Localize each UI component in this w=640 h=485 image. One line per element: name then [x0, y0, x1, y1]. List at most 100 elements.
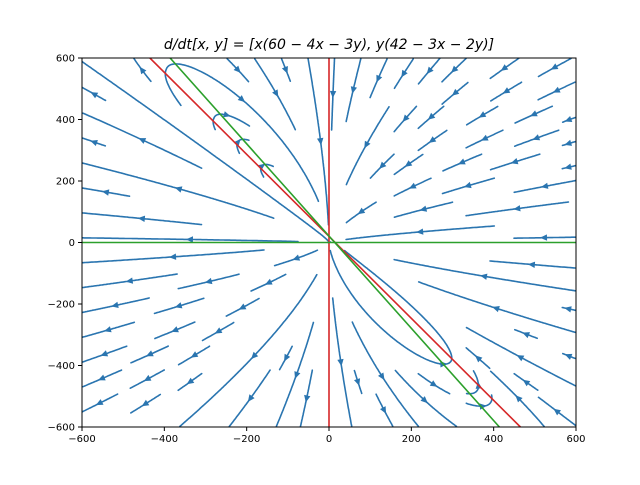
streamline-arrow [111, 301, 119, 308]
streamline-arrow [233, 65, 241, 73]
streamline-arrow [552, 86, 561, 93]
streamline-arrow [478, 111, 487, 118]
streamline-arrow [479, 403, 487, 410]
streamline-arrow [90, 92, 99, 99]
streamline-arrow [513, 205, 521, 212]
streamline-arrow [104, 326, 112, 333]
streamline-arrow [420, 396, 428, 404]
streamline-arrow [100, 350, 109, 357]
streamline-arrow [125, 277, 134, 284]
x-tick-label: −600 [68, 434, 95, 445]
streamline-arrow [553, 408, 561, 416]
streamline-arrow [408, 182, 417, 189]
y-tick-label: −400 [48, 361, 75, 372]
y-tick-label: 400 [56, 115, 75, 126]
streamline-arrow [139, 66, 147, 75]
nullclines [82, 58, 576, 427]
streamline-arrow [257, 163, 266, 171]
x-axis-ticks: −600 −400 −200 0 200 400 600 [68, 427, 586, 445]
streamline-arrow [540, 234, 548, 241]
x-tick-label: 400 [484, 434, 503, 445]
streamline-arrow [475, 355, 483, 363]
streamline [179, 273, 318, 427]
streamline-arrow [238, 303, 247, 310]
nullcline-line [169, 58, 500, 427]
streamline-arrow [378, 372, 385, 381]
x-tick-label: 200 [402, 434, 421, 445]
streamline-arrow [95, 399, 104, 406]
streamline-arrow [564, 163, 572, 170]
streamline-arrow [419, 205, 428, 212]
streamline-arrow [294, 371, 301, 379]
streamline-arrow [426, 66, 434, 74]
streamline [164, 63, 320, 203]
streamline-arrow [451, 88, 460, 96]
y-tick-label: −200 [48, 300, 75, 311]
streamline-arrow [174, 302, 183, 309]
streamline-arrow [146, 350, 154, 357]
streamline-arrow [237, 95, 246, 103]
streamline-arrow [364, 140, 371, 149]
streamline-arrow [380, 406, 387, 414]
y-tick-label: 200 [56, 177, 75, 188]
streamline-arrow [502, 87, 511, 94]
streamline-arrow [500, 64, 509, 71]
streamline-arrow [284, 353, 291, 362]
streamline-arrow [281, 66, 288, 74]
streamline-arrow [251, 351, 259, 359]
x-tick-label: −200 [233, 434, 260, 445]
streamline-arrow [186, 236, 193, 243]
streamlines [82, 58, 576, 427]
streamline-arrow [416, 228, 424, 235]
streamline-arrow [550, 63, 559, 70]
streamline-arrow [350, 86, 357, 94]
streamline-arrow [404, 160, 413, 167]
streamline-arrow [204, 277, 213, 285]
streamline-arrow [564, 139, 572, 146]
streamline-arrow [264, 278, 273, 285]
streamline-arrow [90, 140, 98, 146]
streamline-arrow [171, 326, 179, 333]
streamline-arrow [376, 74, 383, 83]
streamline-arrow [522, 379, 531, 387]
streamline-arrow [527, 261, 536, 268]
streamline-arrow [428, 136, 437, 143]
y-tick-label: 0 [69, 238, 75, 249]
streamline-arrow [186, 377, 195, 385]
streamline-arrow [532, 134, 541, 141]
streamline-arrow [451, 65, 459, 73]
streamline-arrow [337, 358, 344, 367]
streamline-arrow [329, 90, 337, 98]
streamline-arrow [564, 306, 572, 313]
streamline-arrow [141, 399, 150, 407]
streamline-arrow [292, 254, 301, 261]
streamline-arrow [223, 111, 231, 118]
streamline-arrow [98, 374, 106, 381]
streamline-arrow [401, 69, 408, 78]
streamline-arrow [464, 181, 472, 189]
streamline-arrow [233, 139, 241, 147]
streamline-arrow [516, 355, 525, 362]
streamline-arrow [143, 374, 152, 382]
streamline-arrow [379, 161, 387, 169]
streamline-arrow [429, 380, 438, 387]
streamline-arrow [272, 89, 279, 98]
streamline-arrow [354, 378, 361, 386]
streamline-arrow [530, 110, 538, 117]
streamline-arrow [101, 189, 110, 196]
streamline-arrow [480, 134, 489, 141]
streamline-arrow [564, 353, 573, 360]
streamline [82, 162, 275, 219]
streamline-arrow [138, 138, 147, 144]
x-tick-label: 0 [326, 434, 332, 445]
streamline-arrow [137, 215, 146, 222]
x-tick-label: 600 [566, 434, 585, 445]
streamline-arrow [317, 137, 324, 146]
streamline-arrow [510, 158, 519, 165]
streamline-arrow [174, 186, 183, 193]
streamline-arrow [214, 327, 223, 334]
streamline-arrow [492, 306, 500, 313]
streamline-arrow [522, 332, 530, 339]
streamline-arrow [458, 158, 466, 165]
